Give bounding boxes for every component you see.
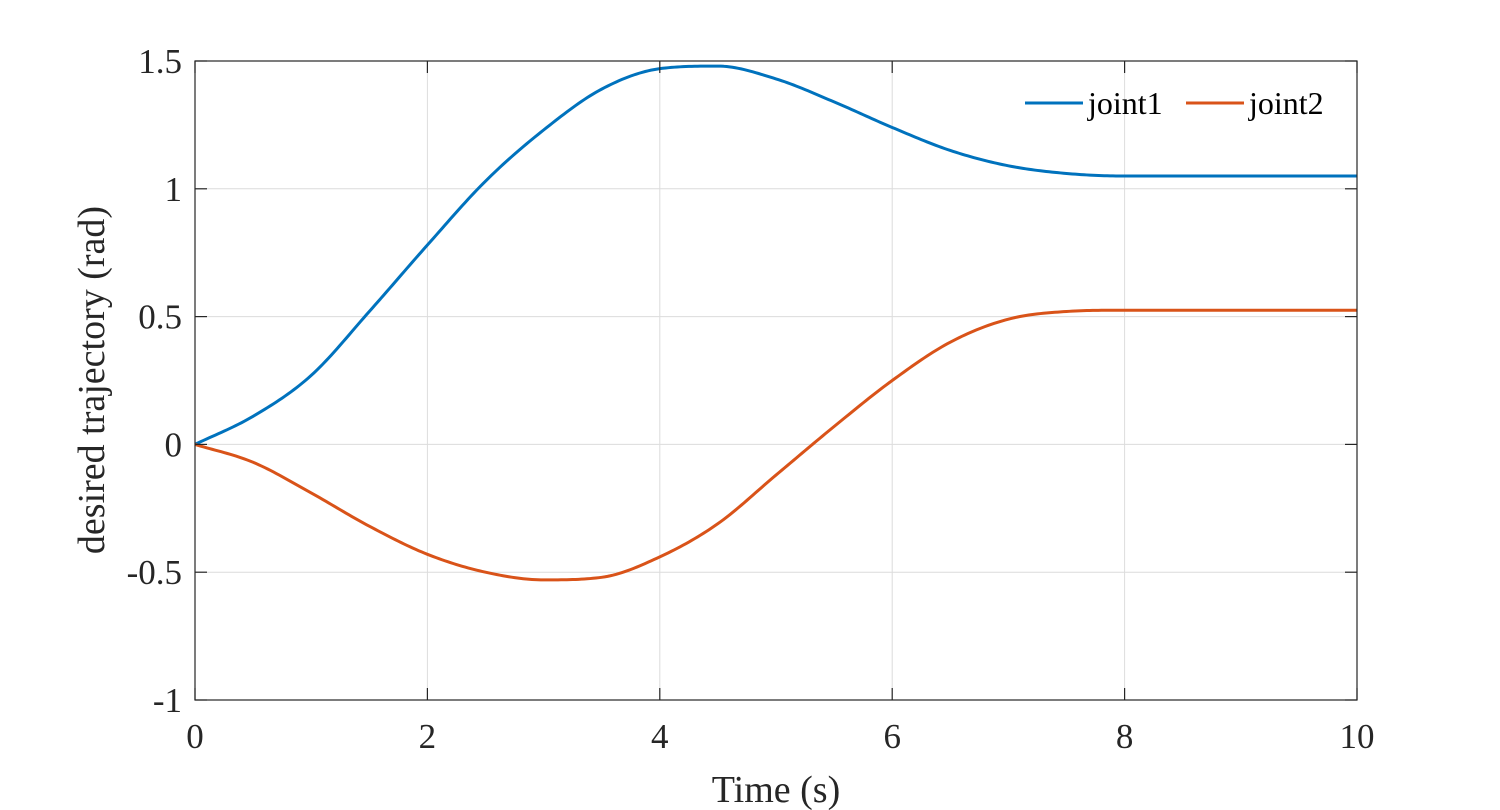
x-axis-label: Time (s) (712, 769, 840, 810)
y-tick-label: 1 (165, 170, 183, 209)
y-tick-label: -1 (153, 681, 182, 720)
x-tick-label: 10 (1340, 717, 1375, 756)
legend: joint1 joint2 (1025, 85, 1324, 121)
series-line-joint1 (194, 64, 1357, 446)
y-tick-label: 0.5 (138, 298, 182, 337)
y-tick-label: 1.5 (138, 42, 182, 81)
x-tick-label: 6 (883, 717, 901, 756)
tick-labels: 0 2 4 6 8 10 -1 -0.5 0 0.5 1 1.5 (127, 42, 1375, 756)
legend-label-joint1: joint1 (1087, 85, 1163, 121)
y-axis-label: desired trajectory (rad) (71, 206, 113, 554)
x-tick-label: 0 (186, 717, 204, 756)
legend-label-joint2: joint2 (1248, 85, 1324, 121)
y-tick-label: -0.5 (127, 553, 182, 592)
ticks (194, 60, 1358, 701)
x-tick-label: 4 (651, 717, 669, 756)
series-layer (194, 64, 1357, 582)
x-tick-label: 8 (1116, 717, 1134, 756)
plot-area (195, 61, 1357, 700)
x-tick-label: 2 (419, 717, 437, 756)
series-line-joint2 (194, 308, 1357, 582)
y-tick-label: 0 (165, 425, 183, 464)
plot-frame (194, 60, 1358, 701)
